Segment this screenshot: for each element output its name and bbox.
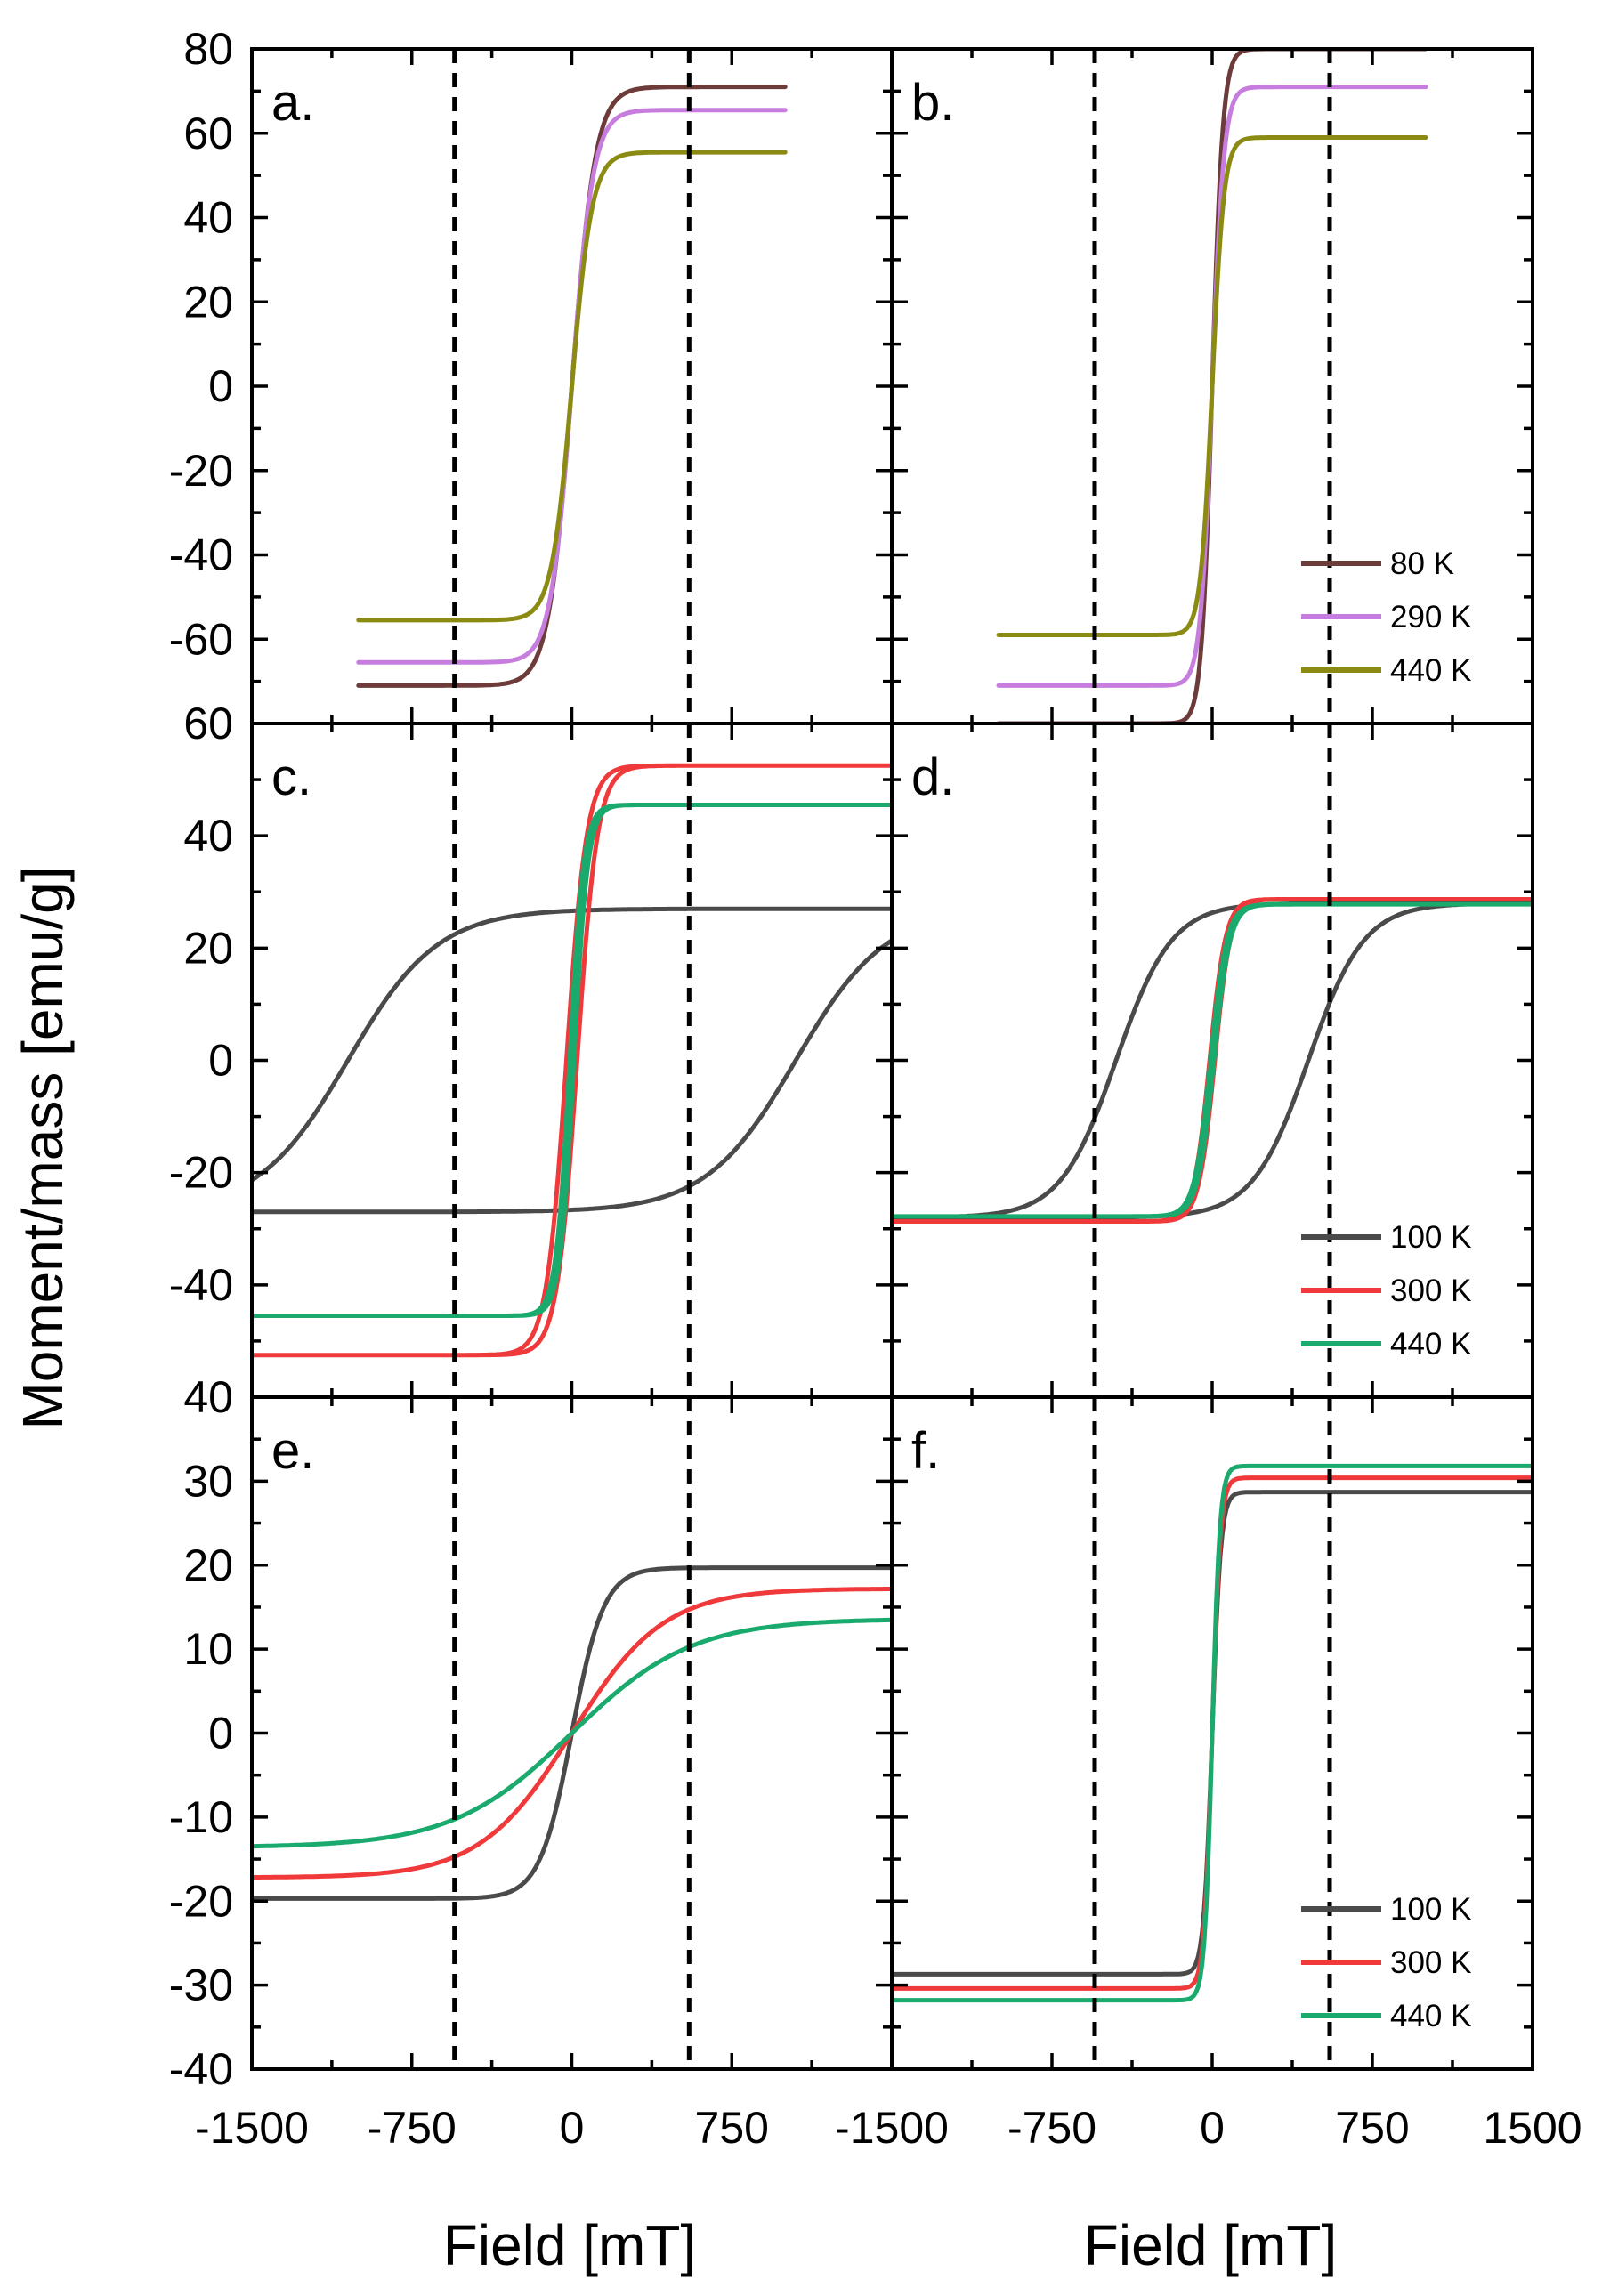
series-440k-curve-d [892,901,1533,1219]
x-axis-title-right: Field [mT] [1084,2213,1337,2277]
x-tick-label: -1500 [195,2103,309,2153]
legend-label: 100 K [1390,1892,1471,1927]
y-tick-label: -30 [169,1960,233,2010]
tick-labels-layer: a. b. c. d. e. f. 80 60 40 20 0 -20 -40 -60 60 40 20 0 -20… [169,24,1582,2153]
legend-label: 440 K [1390,1327,1471,1362]
y-tick-label: 40 [183,811,233,861]
y-tick-label: 20 [183,1540,233,1590]
y-tick-label: 0 [208,1709,233,1758]
panel-b [996,49,1428,724]
x-tick-label: 1500 [1483,2103,1582,2153]
panel-a [356,85,788,688]
x-tick-label: -750 [1007,2103,1096,2153]
panel-d [892,897,1533,1224]
panel-label: e. [271,1422,314,1480]
y-tick-label: -20 [169,1148,233,1198]
legend-label: 440 K [1390,653,1471,688]
legend-label: 290 K [1390,600,1471,635]
panel-label: c. [271,748,311,806]
legend-label: 300 K [1390,1273,1471,1308]
panel-label: d. [911,748,954,806]
y-tick-label: -20 [169,446,233,496]
dashed-lines-layer [452,49,1332,2069]
series-100k-curve-c [252,906,892,1215]
series-440k-curve-a [356,150,788,623]
x-tick-label: 0 [560,2103,585,2153]
curves-layer [252,49,1533,2003]
legends-layer: 80 K 290 K 440 K 100 K 300 K 440 K 100 K 300 K 4… [1301,546,1471,2033]
y-tick-label: 40 [183,193,233,243]
panel-label: a. [271,74,314,132]
panel-label: b. [911,74,954,132]
y-tick-label: 30 [183,1456,233,1506]
y-tick-label: 10 [183,1624,233,1674]
y-tick-label: 0 [208,361,233,411]
y-tick-label: 0 [208,1036,233,1086]
y-tick-label: -40 [169,1260,233,1310]
x-tick-label: 750 [1335,2103,1409,2153]
y-tick-label: 20 [183,277,233,327]
panel-e [252,1565,892,1901]
x-tick-label: -750 [368,2103,457,2153]
y-tick-label: -20 [169,1876,233,1926]
panel-label: f. [911,1422,940,1480]
legend-label: 80 K [1390,546,1454,581]
y-tick-label: 60 [183,109,233,158]
x-tick-label: 0 [1200,2103,1225,2153]
series-440k-curve-f [892,1463,1533,2003]
series-440k-curve-e [252,1617,892,1849]
x-axis-title-left: Field [mT] [443,2213,696,2277]
y-tick-label: 40 [183,1372,233,1422]
y-tick-label: 60 [183,699,233,748]
y-tick-label: -60 [169,614,233,664]
panel-f [892,1463,1533,2003]
panel-c [252,763,892,1358]
series-440k-curve-c [252,803,892,1318]
x-tick-label: 750 [695,2103,769,2153]
legend-label: 300 K [1390,1945,1471,1980]
y-tick-label: 20 [183,923,233,973]
legend-label: 100 K [1390,1220,1471,1255]
y-tick-label: -40 [169,2044,233,2094]
legend-label: 440 K [1390,1999,1471,2033]
axis-ticks [250,47,1534,2071]
y-tick-label: -10 [169,1792,233,1842]
y-axis-title: Moment/mass [emu/g] [11,866,75,1429]
y-tick-label: -40 [169,530,233,580]
series-440k-curve-b [996,135,1428,637]
y-tick-label: 80 [183,24,233,74]
x-tick-label: -1500 [835,2103,949,2153]
